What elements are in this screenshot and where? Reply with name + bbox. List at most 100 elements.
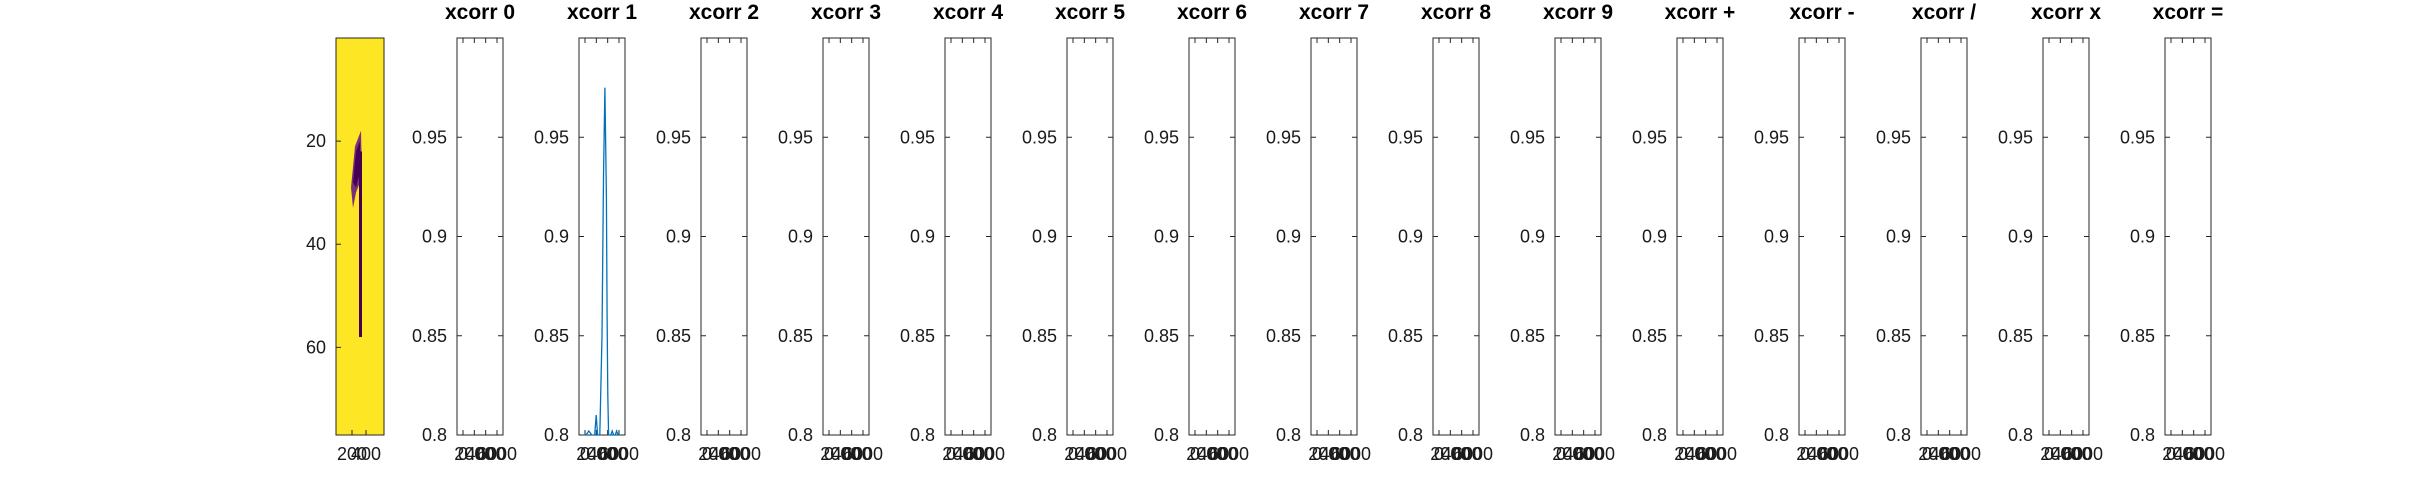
xtick-label: 2000	[1674, 444, 1714, 464]
axes-box	[2164, 37, 2212, 436]
axes-box	[1798, 37, 1846, 436]
ytick-label: 0.85	[412, 326, 447, 346]
xtick-label: 6000	[1087, 444, 1127, 464]
ytick-label: 0.85	[2120, 326, 2155, 346]
panel-title: xcorr 6	[1177, 1, 1247, 24]
ytick-label: 0.9	[666, 227, 691, 247]
panel-title: xcorr +	[1665, 1, 1736, 24]
ytick-label: 0.8	[1886, 425, 1911, 445]
ytick-label: 0.8	[788, 425, 813, 445]
ytick-label: 0.9	[788, 227, 813, 247]
xtick-label: 4000	[1808, 444, 1848, 464]
xtick-label: 6000	[1819, 444, 1859, 464]
xtick-label: 2000	[454, 444, 494, 464]
ytick-label: 0.9	[1520, 227, 1545, 247]
ytick-label: 0.85	[1022, 326, 1057, 346]
xtick-label: 0	[702, 444, 712, 464]
ytick-label: 0.9	[1276, 227, 1301, 247]
xtick-label: 2000	[698, 444, 738, 464]
ytick-label: 0.9	[422, 227, 447, 247]
ytick-label: 0.85	[1876, 326, 1911, 346]
ytick-label: 0.95	[1266, 127, 1301, 147]
panel-title: xcorr 9	[1543, 1, 1613, 24]
xtick-label: 0	[1434, 444, 1444, 464]
xtick-label: 0	[2044, 444, 2054, 464]
xtick-label: 4000	[466, 444, 506, 464]
xtick-label: 2000	[2040, 444, 2080, 464]
ytick-label: 0.95	[1144, 127, 1179, 147]
series-line	[583, 87, 621, 436]
xtick-label: 4000	[1198, 444, 1238, 464]
xtick-label: 6000	[1697, 444, 1737, 464]
ytick-label: 0.8	[422, 425, 447, 445]
xtick-label: 4000	[588, 444, 628, 464]
xtick-label: 4000	[1930, 444, 1970, 464]
ytick-label: 0.85	[1388, 326, 1423, 346]
xtick-label: 2000	[576, 444, 616, 464]
ytick-label: 0.8	[2008, 425, 2033, 445]
ytick-label: 0.8	[1520, 425, 1545, 445]
ytick-label: 0.8	[1154, 425, 1179, 445]
ytick-label: 0.9	[910, 227, 935, 247]
axes-box	[822, 37, 870, 436]
xtick-label: 4000	[1442, 444, 1482, 464]
ytick-label: 0.85	[1266, 326, 1301, 346]
axes-box	[1554, 37, 1602, 436]
ytick-label: 0.8	[1642, 425, 1667, 445]
xtick-label: 2000	[1918, 444, 1958, 464]
ytick-label: 0.95	[1510, 127, 1545, 147]
xtick-label: 6000	[1941, 444, 1981, 464]
xtick-label: 2000	[2162, 444, 2202, 464]
panel-title: xcorr 1	[567, 1, 637, 24]
axes-box	[1310, 37, 1358, 436]
xtick-label: 0	[1068, 444, 1078, 464]
xtick-label: 2000	[1308, 444, 1348, 464]
glyph-shape	[351, 130, 362, 338]
xtick-label: 0	[824, 444, 834, 464]
xtick-label: 2000	[820, 444, 860, 464]
ytick-label: 0.8	[2130, 425, 2155, 445]
ytick-label: 0.9	[1032, 227, 1057, 247]
ytick-label: 0.85	[1510, 326, 1545, 346]
xtick-label: 4000	[1076, 444, 1116, 464]
glyph-head	[353, 141, 360, 188]
xtick-label: 6000	[721, 444, 761, 464]
panel-title: xcorr =	[2153, 1, 2224, 24]
panel-title: xcorr 5	[1055, 1, 1125, 24]
panel-title: xcorr 7	[1299, 1, 1369, 24]
xtick-label: 0	[1800, 444, 1810, 464]
xtick-label: 6000	[599, 444, 639, 464]
axes-box	[2042, 37, 2090, 436]
glyph-stem	[359, 151, 362, 338]
xtick-label: 4000	[1686, 444, 1726, 464]
xtick-label: 0	[1922, 444, 1932, 464]
ytick-label: 0.95	[534, 127, 569, 147]
axes-box	[1066, 37, 1114, 436]
ytick-label: 0.8	[1764, 425, 1789, 445]
panel-title: xcorr 8	[1421, 1, 1491, 24]
ytick-label: 0.95	[1876, 127, 1911, 147]
ytick-label: 0.95	[2120, 127, 2155, 147]
xtick-label: 2000	[942, 444, 982, 464]
xtick-label: 0	[1556, 444, 1566, 464]
xtick-label: 0	[458, 444, 468, 464]
xtick-label: 6000	[1209, 444, 1249, 464]
ytick-label: 0.85	[1754, 326, 1789, 346]
xtick-label: 6000	[843, 444, 883, 464]
ytick-label: 0.9	[2008, 227, 2033, 247]
ytick-label: 0.8	[910, 425, 935, 445]
xtick-label: 6000	[1331, 444, 1371, 464]
xtick-label: 6000	[2185, 444, 2225, 464]
ytick-label: 0.95	[900, 127, 935, 147]
xtick-label: 6000	[477, 444, 517, 464]
xtick-label: 2000	[1796, 444, 1836, 464]
image-ytick-label: 60	[306, 337, 326, 357]
xtick-label: 0	[946, 444, 956, 464]
